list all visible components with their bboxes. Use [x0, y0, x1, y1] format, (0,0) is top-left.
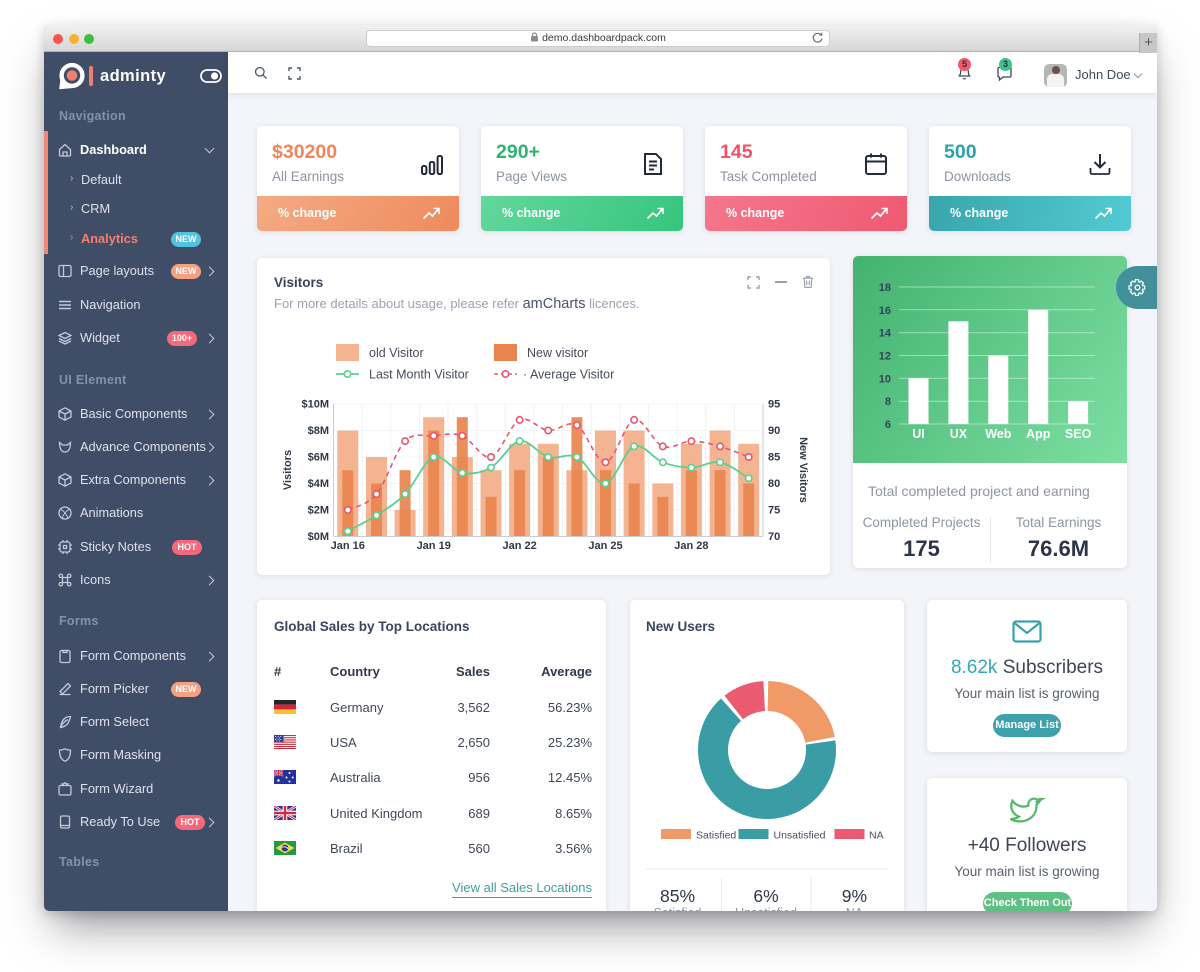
svg-text:Jan 16: Jan 16 — [331, 540, 365, 552]
svg-text:90: 90 — [768, 425, 780, 437]
svg-text:Visitors: Visitors — [282, 450, 294, 490]
svg-text:$10M: $10M — [301, 399, 329, 411]
svg-text:· Average Visitor: · Average Visitor — [523, 368, 614, 382]
svg-text:80: 80 — [768, 478, 780, 490]
svg-text:App: App — [1026, 427, 1051, 441]
svg-text:old Visitor: old Visitor — [369, 346, 424, 360]
svg-text:85%: 85% — [660, 886, 695, 906]
svg-text:70: 70 — [768, 531, 780, 543]
svg-text:New Visitors: New Visitors — [797, 437, 809, 503]
svg-text:9%: 9% — [842, 886, 867, 906]
svg-text:Satisfied: Satisfied — [654, 906, 702, 911]
svg-text:NA: NA — [846, 906, 864, 911]
svg-text:Jan 19: Jan 19 — [417, 540, 451, 552]
svg-text:$8M: $8M — [308, 425, 329, 437]
svg-text:$4M: $4M — [308, 478, 329, 490]
svg-text:6%: 6% — [753, 886, 778, 906]
svg-text:16: 16 — [879, 305, 891, 317]
svg-text:Last Month Visitor: Last Month Visitor — [369, 368, 469, 382]
svg-text:Jan 28: Jan 28 — [674, 540, 708, 552]
svg-text:Jan 22: Jan 22 — [502, 540, 536, 552]
svg-text:14: 14 — [879, 328, 892, 340]
svg-text:8: 8 — [885, 396, 891, 408]
svg-text:Web: Web — [985, 427, 1012, 441]
svg-text:75: 75 — [768, 505, 780, 517]
svg-text:SEO: SEO — [1065, 427, 1092, 441]
svg-text:NA: NA — [869, 830, 884, 842]
svg-text:10: 10 — [879, 373, 891, 385]
svg-text:18: 18 — [879, 282, 891, 294]
svg-text:85: 85 — [768, 452, 780, 464]
svg-text:New visitor: New visitor — [527, 346, 588, 360]
svg-text:UI: UI — [912, 427, 925, 441]
svg-text:Unsatisfied: Unsatisfied — [735, 906, 797, 911]
svg-text:$2M: $2M — [308, 505, 329, 517]
svg-text:Satisfied: Satisfied — [696, 830, 736, 842]
svg-text:Unsatisfied: Unsatisfied — [774, 830, 826, 842]
svg-text:UX: UX — [950, 427, 968, 441]
svg-text:Jan 25: Jan 25 — [588, 540, 622, 552]
svg-text:$6M: $6M — [308, 452, 329, 464]
svg-text:95: 95 — [768, 399, 780, 411]
svg-text:6: 6 — [885, 419, 891, 431]
svg-text:12: 12 — [879, 351, 891, 363]
svg-text:$0M: $0M — [308, 531, 329, 543]
